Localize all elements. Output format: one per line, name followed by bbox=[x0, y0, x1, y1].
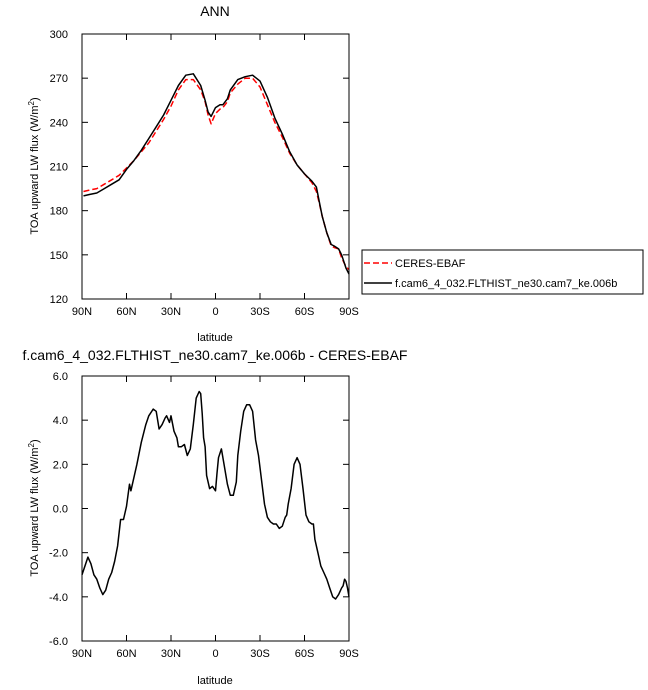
top-y-axis-label-close: ) bbox=[29, 97, 41, 101]
bottom-plot-frame bbox=[81, 375, 350, 642]
bottom-y-tick-label: 2.0 bbox=[53, 459, 68, 471]
top-x-tick-label: 90N bbox=[72, 306, 92, 318]
top-y-axis-label-text: TOA upward LW flux (W/m bbox=[29, 105, 41, 234]
bottom-series-layer bbox=[81, 390, 350, 600]
top-x-tick-label: 30S bbox=[250, 306, 270, 318]
bottom-y-axis-label-close: ) bbox=[29, 439, 41, 443]
bottom-y-tick-label: 4.0 bbox=[53, 415, 68, 427]
bottom-y-axis-label-text: TOA upward LW flux (W/m bbox=[29, 447, 41, 576]
bottom-chart-title: f.cam6_4_032.FLTHIST_ne30.cam7_ke.006b -… bbox=[23, 347, 408, 363]
top-series-1-line bbox=[83, 73, 350, 275]
top-ticks-layer: 90N 60N 30N 0 30S 60S 90S 120 150 180 210 240 270 300 bbox=[50, 29, 359, 318]
bottom-x-tick-label: 90N bbox=[72, 648, 92, 660]
top-plot-frame bbox=[81, 33, 350, 300]
top-x-tick-label: 60S bbox=[295, 306, 315, 318]
bottom-series-0-line bbox=[81, 390, 350, 600]
legend-label-model: f.cam6_4_032.FLTHIST_ne30.cam7_ke.006b bbox=[395, 278, 617, 290]
bottom-y-tick-label: -2.0 bbox=[49, 548, 68, 560]
bottom-x-tick-label: 30N bbox=[161, 648, 181, 660]
top-y-tick-label: 300 bbox=[50, 29, 68, 41]
bottom-y-axis-label-sup: 2 bbox=[27, 442, 36, 447]
top-x-tick-label: 0 bbox=[212, 306, 218, 318]
top-y-axis-label: TOA upward LW flux (W/m2) bbox=[27, 97, 41, 234]
legend-label-ceres: CERES-EBAF bbox=[395, 258, 466, 270]
bottom-y-tick-label: 6.0 bbox=[53, 371, 68, 383]
top-y-axis-label-sup: 2 bbox=[27, 100, 36, 105]
bottom-y-tick-label: -6.0 bbox=[49, 636, 68, 648]
bottom-x-tick-label: 90S bbox=[339, 648, 359, 660]
top-y-tick-label: 120 bbox=[50, 294, 68, 306]
bottom-ticks-layer: 90N 60N 30N 0 30S 60S 90S -6.0 -4.0 -2.0 0.0 2.0 4.0… bbox=[49, 371, 359, 660]
bottom-x-tick-label: 60N bbox=[116, 648, 136, 660]
top-series-layer bbox=[83, 73, 350, 275]
top-x-tick-label: 90S bbox=[339, 306, 359, 318]
legend-box bbox=[361, 249, 644, 295]
bottom-x-tick-label: 0 bbox=[212, 648, 218, 660]
top-y-tick-label: 210 bbox=[50, 162, 68, 174]
top-y-tick-label: 180 bbox=[50, 206, 68, 218]
top-x-axis-label: latitude bbox=[197, 332, 232, 344]
top-y-tick-label: 240 bbox=[50, 117, 68, 129]
bottom-panel: f.cam6_4_032.FLTHIST_ne30.cam7_ke.006b -… bbox=[23, 347, 408, 687]
bottom-y-tick-label: 0.0 bbox=[53, 504, 68, 516]
top-chart-title: ANN bbox=[200, 3, 230, 19]
legend: CERES-EBAF f.cam6_4_032.FLTHIST_ne30.cam… bbox=[361, 249, 644, 295]
bottom-y-axis-label: TOA upward LW flux (W/m2) bbox=[27, 439, 41, 576]
top-x-tick-label: 30N bbox=[161, 306, 181, 318]
bottom-x-tick-label: 30S bbox=[250, 648, 270, 660]
top-y-tick-label: 150 bbox=[50, 250, 68, 262]
top-x-tick-label: 60N bbox=[116, 306, 136, 318]
bottom-x-axis-label: latitude bbox=[197, 675, 232, 687]
top-y-tick-label: 270 bbox=[50, 73, 68, 85]
top-panel: ANN 90N 60N 30N 0 30S 60S 90S 120 150 180 210 240 27… bbox=[27, 3, 359, 344]
bottom-y-tick-label: -4.0 bbox=[49, 592, 68, 604]
bottom-x-tick-label: 60S bbox=[295, 648, 315, 660]
